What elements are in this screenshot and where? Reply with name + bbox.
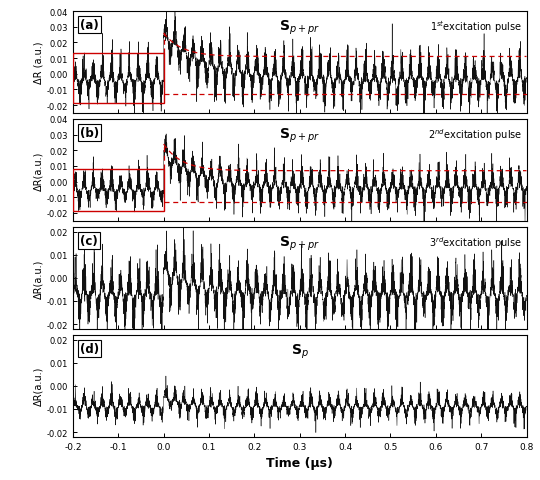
Y-axis label: ΔR(a.u.): ΔR(a.u.): [34, 151, 44, 190]
Y-axis label: ΔR(a.u.): ΔR(a.u.): [34, 366, 44, 406]
Text: S$_{p+pr}$: S$_{p+pr}$: [279, 235, 320, 253]
Text: 1$^{st}$excitation pulse: 1$^{st}$excitation pulse: [430, 19, 522, 35]
Text: S$_p$: S$_p$: [291, 342, 309, 360]
Text: 3$^{rd}$excitation pulse: 3$^{rd}$excitation pulse: [429, 235, 522, 251]
Y-axis label: ΔR (a.u.): ΔR (a.u.): [34, 42, 44, 84]
Bar: [73, 54, 164, 104]
Text: (a): (a): [80, 19, 98, 32]
Y-axis label: ΔR(a.u.): ΔR(a.u.): [34, 259, 44, 298]
X-axis label: Time (μs): Time (μs): [266, 456, 333, 469]
Text: (b): (b): [80, 127, 99, 140]
Text: S$_{p+pr}$: S$_{p+pr}$: [279, 127, 320, 145]
Text: (d): (d): [80, 342, 99, 355]
Bar: [73, 170, 164, 212]
Text: (c): (c): [80, 235, 97, 248]
Text: S$_{p+pr}$: S$_{p+pr}$: [279, 19, 320, 37]
Text: 2$^{nd}$excitation pulse: 2$^{nd}$excitation pulse: [428, 127, 522, 143]
